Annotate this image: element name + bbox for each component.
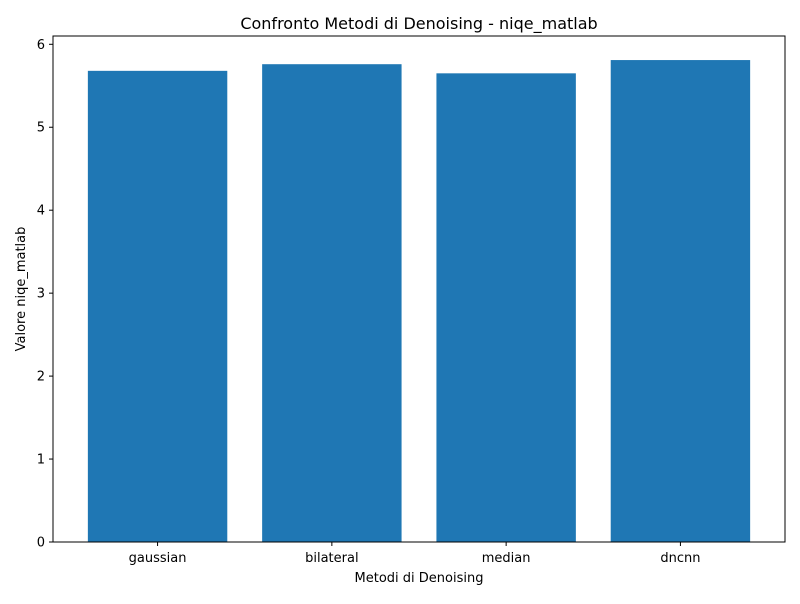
bar-median <box>436 73 576 542</box>
x-tick-label: gaussian <box>129 551 187 566</box>
y-axis-ticks: 0 1 2 3 4 5 6 <box>37 38 53 551</box>
y-tick-label: 3 <box>37 287 45 302</box>
y-tick-label: 1 <box>37 453 45 468</box>
x-tick-label: median <box>482 551 531 566</box>
y-tick-label: 0 <box>37 536 45 551</box>
x-tick-label: bilateral <box>305 551 358 566</box>
bar-gaussian <box>87 70 228 542</box>
bar-dncnn <box>610 60 751 543</box>
y-tick-label: 6 <box>37 38 45 53</box>
x-axis-label: Metodi di Denoising <box>355 571 484 586</box>
x-axis-ticks: gaussian bilateral median dncnn <box>129 542 700 566</box>
y-tick-label: 4 <box>37 204 45 219</box>
bar-bilateral <box>262 64 402 542</box>
x-tick-label: dncnn <box>660 551 700 566</box>
chart-title: Confronto Metodi di Denoising - niqe_mat… <box>240 14 597 34</box>
y-axis-label: Valore niqe_matlab <box>14 227 29 352</box>
bars-layer <box>87 60 751 543</box>
y-tick-label: 5 <box>37 121 45 136</box>
plot-frame <box>52 35 786 543</box>
y-tick-label: 2 <box>37 370 45 385</box>
